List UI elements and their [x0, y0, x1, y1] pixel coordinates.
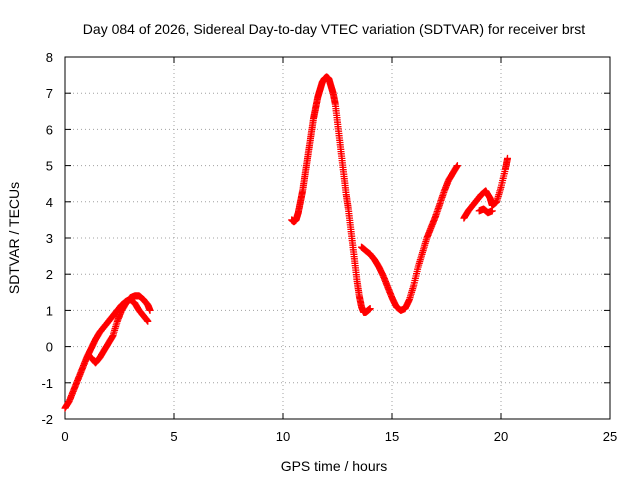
- y-axis-label: SDTVAR / TECUs: [6, 182, 22, 294]
- x-tick-label: 25: [603, 429, 617, 444]
- y-tick-label: 7: [46, 86, 53, 101]
- y-tick-label: 4: [46, 195, 53, 210]
- y-tick-label: 1: [46, 303, 53, 318]
- y-tick-label: -2: [41, 412, 53, 427]
- y-axis: -2 -1 0 1 2 3 4 5 6 7 8: [41, 50, 610, 427]
- data-point: [488, 207, 496, 215]
- y-tick-label: 3: [46, 231, 53, 246]
- data-point: [144, 317, 152, 325]
- y-tick-label: 0: [46, 340, 53, 355]
- chart-title: Day 084 of 2026, Sidereal Day-to-day VTE…: [83, 21, 585, 37]
- data-points: [61, 73, 511, 412]
- x-tick-label: 5: [170, 429, 177, 444]
- y-tick-label: 6: [46, 122, 53, 137]
- x-axis-label: GPS time / hours: [281, 458, 388, 474]
- data-point: [453, 162, 461, 170]
- data-point: [504, 154, 511, 162]
- data-point: [366, 305, 374, 313]
- x-tick-label: 15: [385, 429, 399, 444]
- data-point: [146, 306, 154, 314]
- x-tick-label: 20: [494, 429, 508, 444]
- x-axis: 0 5 10 15 20 25: [61, 57, 617, 444]
- x-tick-label: 0: [61, 429, 68, 444]
- y-tick-label: 2: [46, 267, 53, 282]
- y-tick-label: 8: [46, 50, 53, 65]
- y-tick-label: -1: [41, 376, 53, 391]
- x-tick-label: 10: [276, 429, 290, 444]
- y-tick-label: 5: [46, 159, 53, 174]
